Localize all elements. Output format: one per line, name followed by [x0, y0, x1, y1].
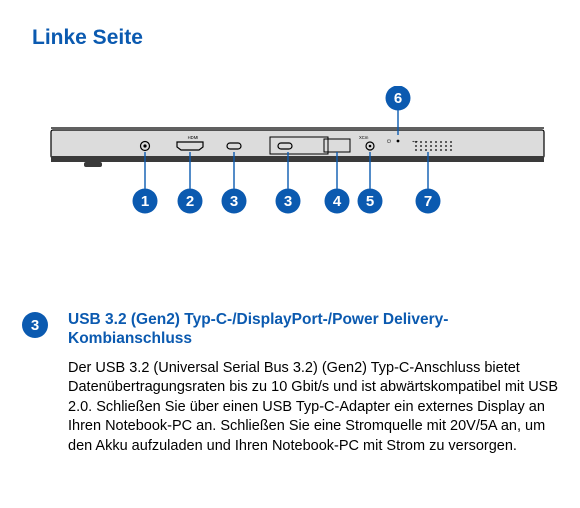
svg-text:XCm: XCm [359, 135, 369, 140]
laptop-side-diagram: 1 HDMI 2 3 3 XCm 4 5 7 ⏻ ⌁⌁ 6 [50, 86, 546, 226]
callout-number: 1 [141, 193, 149, 210]
entry-heading: USB 3.2 (Gen2) Typ-C-/DisplayPort-/Power… [68, 310, 548, 349]
entry-body: Der USB 3.2 (Universal Serial Bus 3.2) (… [68, 359, 562, 457]
page-title: Linke Seite [32, 26, 143, 50]
entry-number-badge: 3 [22, 312, 48, 338]
callout-number: 6 [394, 90, 402, 107]
callout-number: 3 [230, 193, 238, 210]
svg-text:HDMI: HDMI [188, 135, 199, 140]
callout-number: 7 [424, 193, 432, 210]
svg-text:⏻: ⏻ [387, 139, 391, 145]
callout-number: 3 [284, 193, 292, 210]
diagram-svg: 1 HDMI 2 3 3 XCm 4 5 7 ⏻ ⌁⌁ 6 [50, 86, 546, 226]
callout-number: 2 [186, 193, 194, 210]
callout-number: 5 [366, 193, 374, 210]
port-description-entry: 3 USB 3.2 (Gen2) Typ-C-/DisplayPort-/Pow… [22, 310, 562, 457]
svg-text:⌁⌁: ⌁⌁ [412, 139, 418, 145]
callout-number: 4 [333, 193, 342, 210]
